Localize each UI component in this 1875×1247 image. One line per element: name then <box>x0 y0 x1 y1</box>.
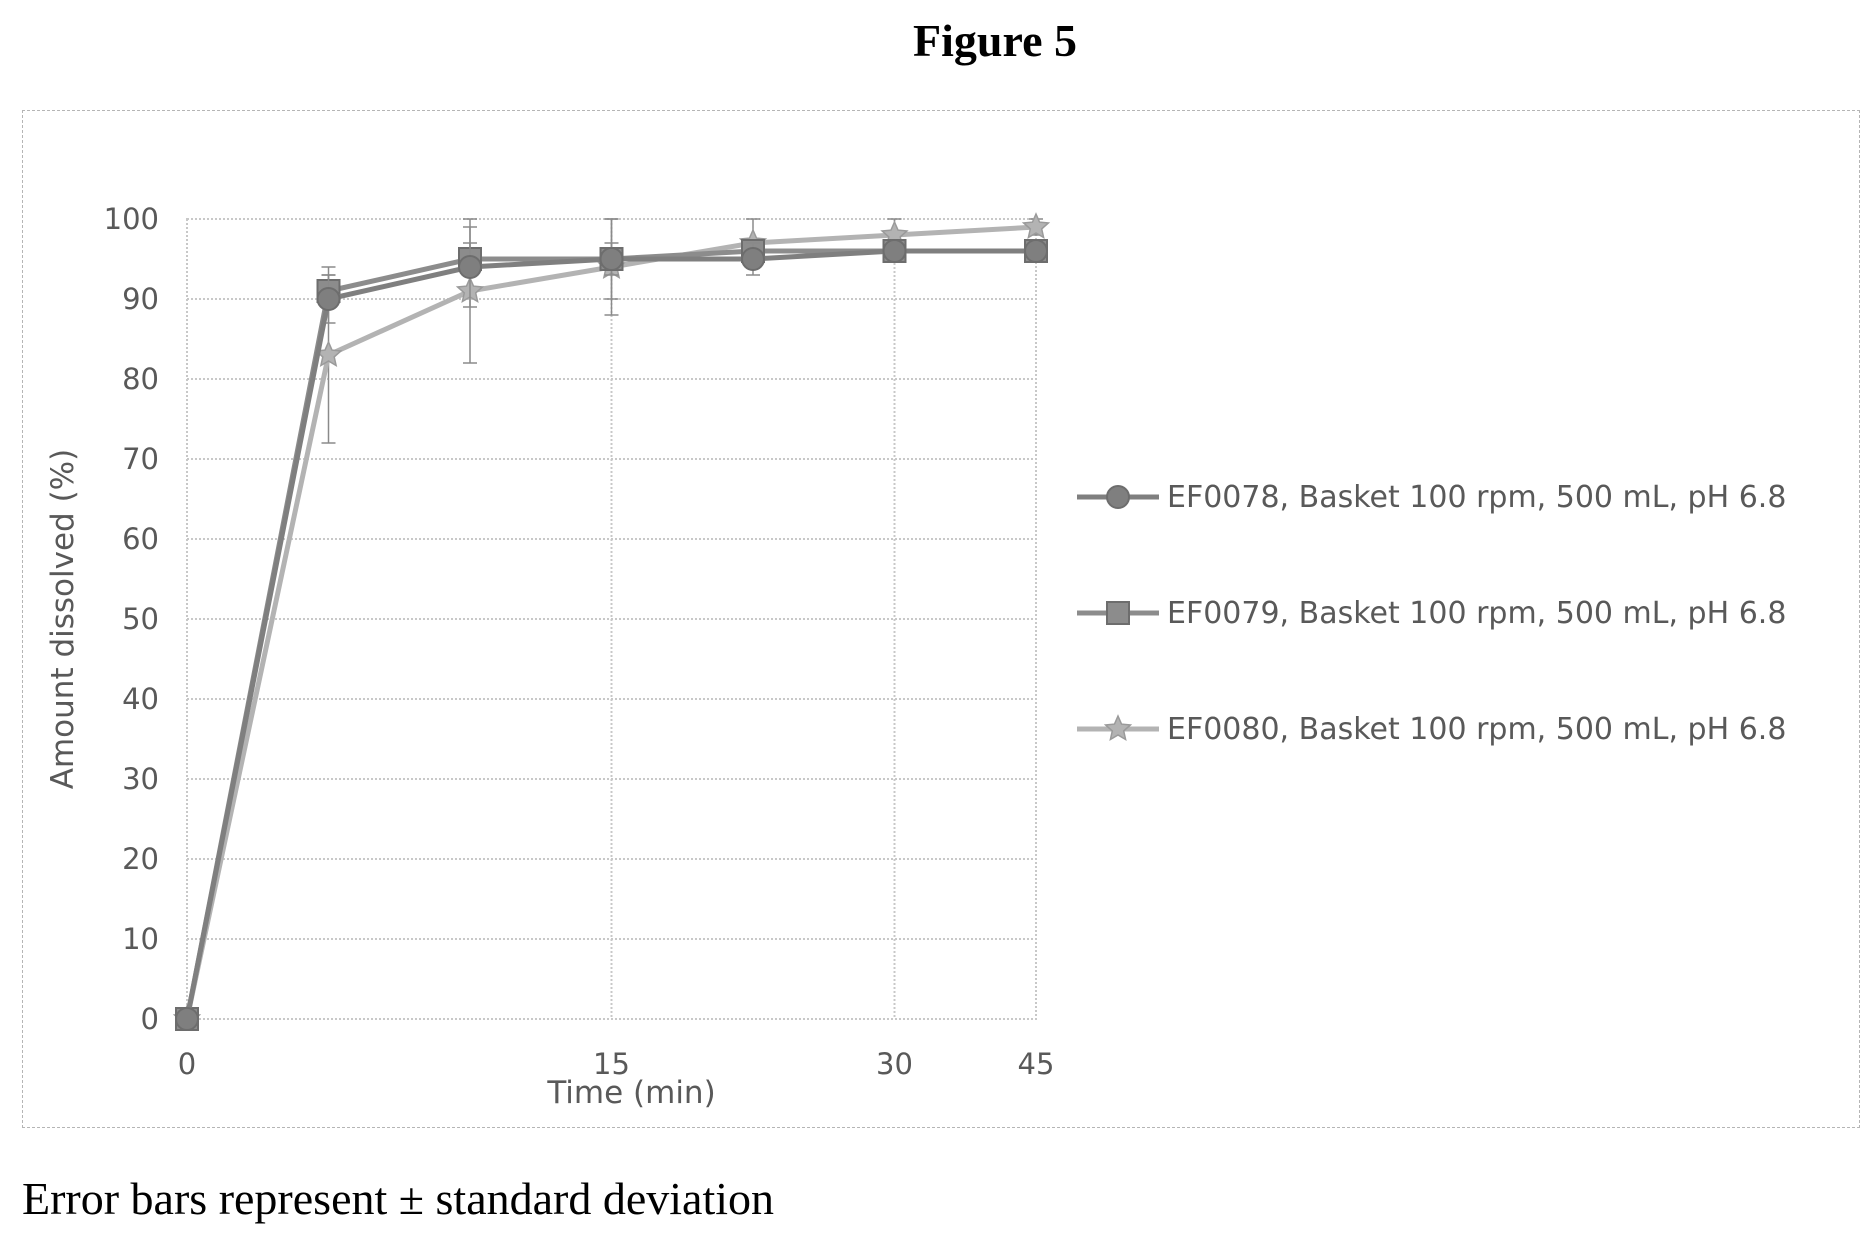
y-tick-label: 90 <box>122 282 159 316</box>
y-tick-label: 0 <box>141 1002 159 1036</box>
dissolution-chart: 0 10 20 30 40 50 60 70 80 90 100 0 15 30 45 Time (min) A… <box>45 202 1786 1111</box>
y-tick-label: 70 <box>122 442 159 476</box>
series-1-point <box>599 247 624 271</box>
y-tick-label: 40 <box>122 682 159 716</box>
series-1-point <box>458 255 482 279</box>
y-tick-label: 30 <box>122 762 159 796</box>
series-3-point <box>1021 212 1051 240</box>
y-tick-label: 50 <box>122 602 159 636</box>
series-1-point <box>882 239 907 263</box>
series-1-point <box>1024 239 1048 263</box>
figure-caption: Error bars represent ± standard deviatio… <box>22 1173 775 1224</box>
x-tick-label: 0 <box>178 1047 196 1081</box>
figure-title: Figure 5 <box>913 15 1077 66</box>
x-tick-label: 15 <box>593 1047 630 1081</box>
y-axis-title: Amount dissolved (%) <box>45 449 81 789</box>
legend-marker-1 <box>1106 485 1130 509</box>
y-tick-label: 80 <box>122 362 159 396</box>
y-tick-label: 100 <box>104 202 159 236</box>
legend-marker-3 <box>1103 714 1133 742</box>
legend-label-3: EF0080, Basket 100 rpm, 500 mL, pH 6.8 <box>1167 712 1786 747</box>
chart-frame: 0 10 20 30 40 50 60 70 80 90 100 0 15 30 45 Time (min) A… <box>22 110 1860 1128</box>
series-1-point <box>741 247 765 271</box>
legend-label-2: EF0079, Basket 100 rpm, 500 mL, pH 6.8 <box>1167 596 1786 631</box>
legend-label-1: EF0078, Basket 100 rpm, 500 mL, pH 6.8 <box>1167 480 1786 515</box>
legend-marker-2 <box>1106 601 1130 625</box>
series-1-point <box>175 1007 199 1031</box>
y-tick-label: 10 <box>122 922 159 956</box>
x-tick-label: 45 <box>1018 1047 1055 1081</box>
y-tick-label: 60 <box>122 522 159 556</box>
x-axis-title: Time (min) <box>546 1075 715 1111</box>
y-tick-label: 20 <box>122 842 159 876</box>
x-tick-label: 30 <box>876 1047 913 1081</box>
series-1-point <box>316 287 341 311</box>
